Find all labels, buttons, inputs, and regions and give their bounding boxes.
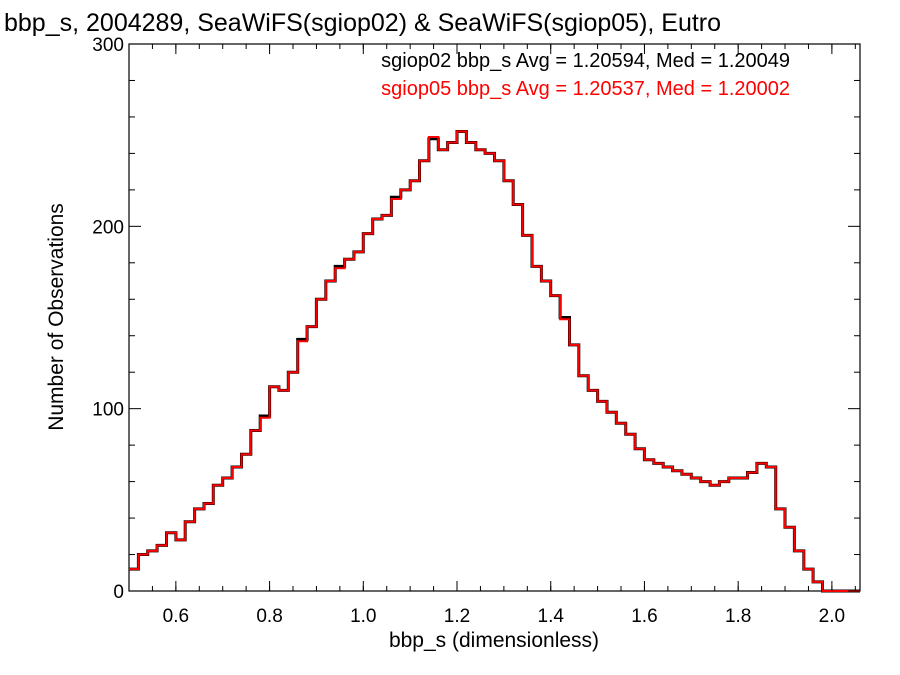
series-sgiop02 [129, 130, 860, 593]
y-axis-label: Number of Observations [45, 203, 68, 431]
y-tick-label: 100 [92, 400, 124, 421]
x-tick-label: 2.0 [819, 606, 845, 627]
axis-ticks: 0.6 0.8 1.0 1.2 1.4 1.6 1.8 2.0 0 100 200 300 [92, 35, 860, 627]
x-tick-label: 0.8 [256, 606, 282, 627]
x-tick-label: 1.2 [444, 606, 470, 627]
series-layer [129, 130, 860, 593]
legend-entry-sgiop05: sgiop05 bbp_s Avg = 1.20537, Med = 1.200… [381, 78, 790, 100]
y-tick-label: 0 [113, 582, 124, 603]
y-tick-label: 300 [92, 35, 124, 56]
x-tick-label: 1.6 [631, 606, 657, 627]
series-sgiop05 [129, 130, 860, 592]
x-tick-label: 1.8 [725, 606, 751, 627]
x-axis-label: bbp_s (dimensionless) [389, 629, 599, 652]
chart-title: bbp_s, 2004289, SeaWiFS(sgiop02) & SeaWi… [4, 9, 721, 37]
x-tick-label: 1.4 [538, 606, 565, 627]
legend-entry-sgiop02: sgiop02 bbp_s Avg = 1.20594, Med = 1.200… [381, 50, 790, 72]
x-tick-label: 0.6 [163, 606, 189, 627]
x-tick-label: 1.0 [350, 606, 376, 627]
plot-frame [128, 43, 861, 592]
y-tick-label: 200 [92, 217, 124, 238]
